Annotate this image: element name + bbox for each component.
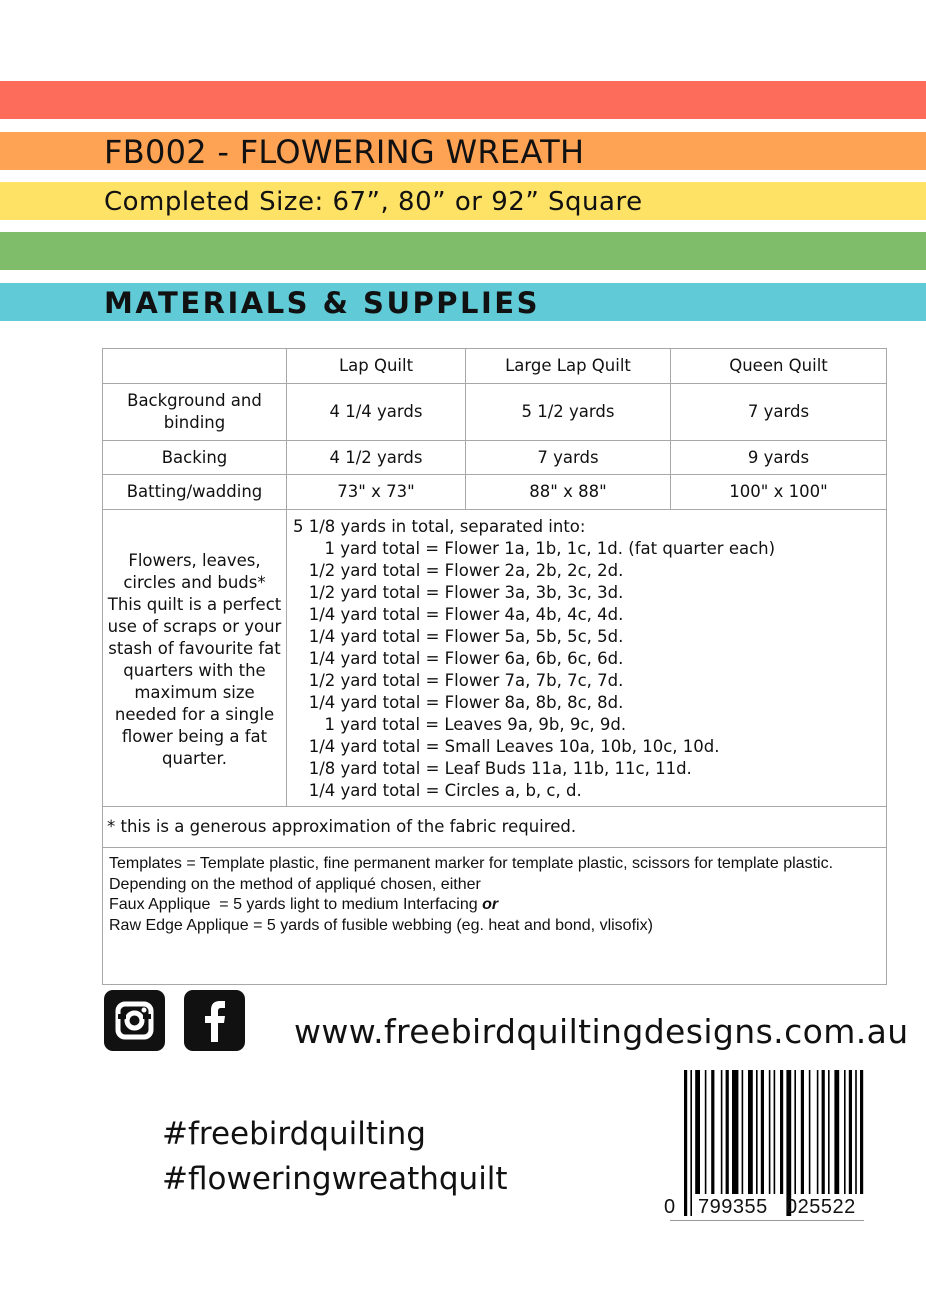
templates-notes: Templates = Template plastic, fine perma… xyxy=(102,847,887,985)
flowers-label: Flowers, leaves, circles and buds* This … xyxy=(102,509,287,807)
flowers-list-line: 1 yard total = Leaves 9a, 9b, 9c, 9d. xyxy=(293,715,627,734)
barcode-digit-first: 0 xyxy=(664,1196,676,1218)
cell: 7 yards xyxy=(670,383,887,441)
barcode-bar xyxy=(720,1070,723,1194)
header-cell: Queen Quilt xyxy=(670,348,887,384)
row-label: Backing xyxy=(102,440,287,475)
cell: 73" x 73" xyxy=(286,474,466,510)
barcode-bar xyxy=(808,1070,811,1194)
cell: 100" x 100" xyxy=(670,474,887,510)
flowers-list-line: 1/2 yard total = Flower 2a, 2b, 2c, 2d. xyxy=(293,561,624,580)
faux-applique-line: Faux Applique = 5 yards light to medium … xyxy=(109,895,880,916)
section-heading: MATERIALS & SUPPLIES xyxy=(104,286,540,320)
barcode-bar xyxy=(704,1070,707,1194)
table-row: Backing 4 1/2 yards 7 yards 9 yards xyxy=(102,440,887,475)
flowers-list-line: 1/4 yard total = Flower 4a, 4b, 4c, 4d. xyxy=(293,605,624,624)
barcode-digits-right: 025522 xyxy=(786,1196,856,1218)
instagram-icon[interactable] xyxy=(104,990,165,1051)
barcode-underline xyxy=(670,1220,864,1221)
cell: 4 1/4 yards xyxy=(286,383,466,441)
barcode: 0 799355 025522 xyxy=(664,1068,872,1228)
header-cell: Lap Quilt xyxy=(286,348,466,384)
row-label: Background and binding xyxy=(102,383,287,441)
cell: 4 1/2 yards xyxy=(286,440,466,475)
barcode-bar xyxy=(760,1070,764,1194)
flowers-list-line: 1/8 yard total = Leaf Buds 11a, 11b, 11c… xyxy=(293,759,692,778)
cell: 9 yards xyxy=(670,440,887,475)
flowers-list-line: 1/4 yard total = Small Leaves 10a, 10b, … xyxy=(293,737,720,756)
facebook-icon[interactable] xyxy=(184,990,245,1051)
flowers-list-line: 1/4 yard total = Flower 8a, 8b, 8c, 8d. xyxy=(293,693,624,712)
table-row-note: * this is a generous approximation of th… xyxy=(102,806,887,848)
hashtag: #freebirdquilting xyxy=(162,1116,426,1152)
barcode-bar xyxy=(821,1070,825,1194)
pattern-title: FB002 - FLOWERING WREATH xyxy=(104,133,585,171)
size-stripe: Completed Size: 67”, 80” or 92” Square xyxy=(0,182,926,220)
barcode-bar xyxy=(828,1070,830,1194)
barcode-bar xyxy=(768,1070,771,1194)
barcode-bar xyxy=(786,1070,792,1216)
barcode-bar xyxy=(860,1070,864,1194)
barcode-bar xyxy=(773,1070,776,1194)
table-header-row: Lap Quilt Large Lap Quilt Queen Quilt xyxy=(102,348,887,384)
flowers-list-line: 1/4 yard total = Flower 5a, 5b, 5c, 5d. xyxy=(293,627,624,646)
table-row: Background and binding 4 1/4 yards 5 1/2… xyxy=(102,383,887,441)
barcode-bar xyxy=(732,1070,739,1194)
flowers-list-line: 1/2 yard total = Flower 7a, 7b, 7c, 7d. xyxy=(293,671,624,690)
barcode-bar xyxy=(780,1070,784,1194)
barcode-bar xyxy=(848,1070,852,1194)
red-stripe xyxy=(0,81,926,119)
barcode-bar xyxy=(695,1070,700,1194)
barcode-bar xyxy=(748,1070,753,1194)
cell: 5 1/2 yards xyxy=(465,383,671,441)
barcode-bar xyxy=(834,1070,840,1194)
barcode-bar xyxy=(725,1070,729,1194)
table-row-templates: Templates = Template plastic, fine perma… xyxy=(102,847,887,985)
section-stripe: MATERIALS & SUPPLIES xyxy=(0,283,926,321)
or-text: or xyxy=(482,896,499,913)
title-stripe: FB002 - FLOWERING WREATH xyxy=(0,132,926,171)
barcode-digits-left: 799355 xyxy=(698,1196,768,1218)
barcode-bar xyxy=(855,1070,857,1194)
barcode-bar xyxy=(816,1070,819,1194)
barcode-bar xyxy=(800,1070,804,1194)
row-label: Batting/wadding xyxy=(102,474,287,510)
table-row-flowers: Flowers, leaves, circles and buds* This … xyxy=(102,509,887,807)
faux-applique-text: Faux Applique = 5 yards light to medium … xyxy=(109,896,483,913)
cell: 7 yards xyxy=(465,440,671,475)
barcode-bar xyxy=(794,1070,796,1194)
flowers-list-line: 1/2 yard total = Flower 3a, 3b, 3c, 3d. xyxy=(293,583,624,602)
header-cell: Large Lap Quilt xyxy=(465,348,671,384)
materials-table: Lap Quilt Large Lap Quilt Queen Quilt Ba… xyxy=(102,348,887,985)
hashtag: #floweringwreathquilt xyxy=(162,1161,508,1197)
method-line: Depending on the method of appliqué chos… xyxy=(109,875,481,893)
flowers-list-line: 5 1/8 yards in total, separated into: xyxy=(293,517,586,536)
header-cell xyxy=(102,348,287,384)
flowers-list: 5 1/8 yards in total, separated into: 1 … xyxy=(286,509,887,807)
cell: 88" x 88" xyxy=(465,474,671,510)
green-stripe xyxy=(0,232,926,270)
barcode-bar xyxy=(690,1070,692,1216)
templates-line: Templates = Template plastic, fine perma… xyxy=(109,855,834,872)
barcode-bar xyxy=(711,1070,715,1194)
barcode-bar xyxy=(741,1070,744,1194)
flowers-list-line: 1/4 yard total = Flower 6a, 6b, 6c, 6d. xyxy=(293,649,624,668)
website-link[interactable]: www.freebirdquiltingdesigns.com.au xyxy=(294,1012,909,1051)
completed-size: Completed Size: 67”, 80” or 92” Square xyxy=(104,187,643,217)
raw-edge-line: Raw Edge Applique = 5 yards of fusible w… xyxy=(109,916,653,934)
barcode-bars xyxy=(684,1070,864,1216)
barcode-bar xyxy=(844,1070,846,1194)
flowers-list-line: 1/4 yard total = Circles a, b, c, d. xyxy=(293,781,582,800)
table-row: Batting/wadding 73" x 73" 88" x 88" 100"… xyxy=(102,474,887,510)
barcode-bar xyxy=(684,1070,688,1216)
flowers-list-line: 1 yard total = Flower 1a, 1b, 1c, 1d. (f… xyxy=(293,539,776,558)
barcode-bar xyxy=(756,1070,758,1194)
approximation-note: * this is a generous approximation of th… xyxy=(102,806,887,848)
